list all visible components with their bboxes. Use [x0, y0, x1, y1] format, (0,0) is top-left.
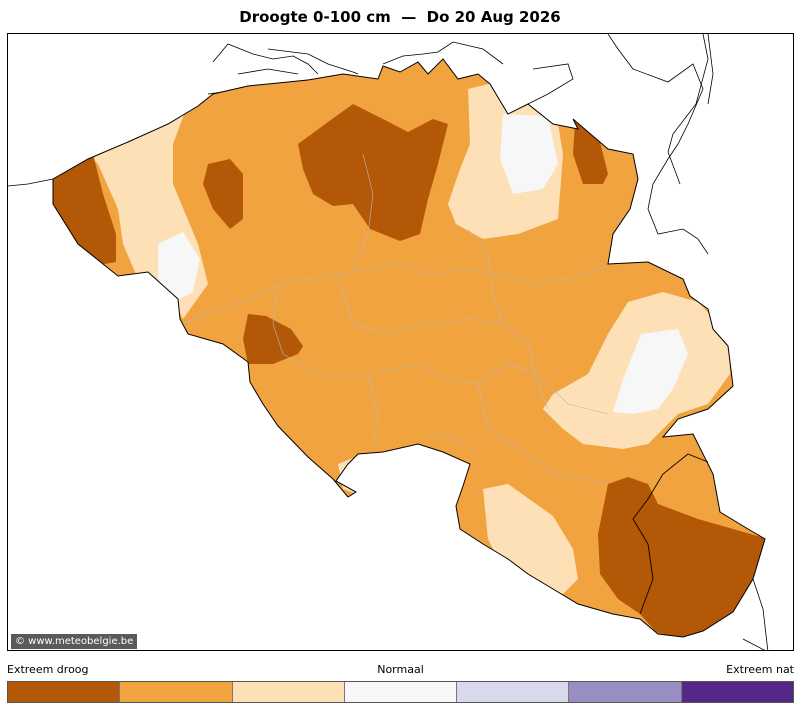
- map-title: Droogte 0-100 cm — Do 20 Aug 2026: [239, 8, 561, 26]
- luxembourg-border: [632, 453, 709, 615]
- drought-fields: [53, 59, 765, 637]
- legend-labels: Extreem droog Normaal Extreem nat: [7, 663, 794, 679]
- legend-swatch-5: [457, 682, 570, 702]
- credit-label: © www.meteobelgie.be: [11, 634, 138, 649]
- legend-right-label: Extreem nat: [726, 663, 794, 676]
- legend-left-label: Extreem droog: [7, 663, 89, 676]
- drought-map: [7, 33, 794, 651]
- legend-swatch-6: [569, 682, 682, 702]
- legend-mid-label: Normaal: [377, 663, 424, 676]
- legend-swatch-1: [8, 682, 121, 702]
- legend-swatch-7: [681, 682, 793, 702]
- legend-colorbar: [7, 681, 794, 703]
- legend-swatch-2: [120, 682, 233, 702]
- legend-swatch-4: [344, 682, 458, 702]
- legend-swatch-3: [232, 682, 345, 702]
